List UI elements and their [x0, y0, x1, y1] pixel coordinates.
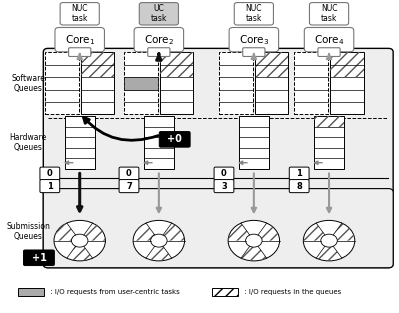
Text: 0: 0 — [221, 169, 227, 178]
FancyBboxPatch shape — [214, 180, 234, 192]
Text: Core$_1$: Core$_1$ — [65, 33, 95, 47]
Text: Hardware
Queues: Hardware Queues — [10, 133, 47, 152]
Circle shape — [54, 220, 105, 261]
FancyBboxPatch shape — [60, 3, 99, 25]
Bar — [330, 52, 363, 64]
FancyBboxPatch shape — [229, 28, 279, 52]
Bar — [314, 116, 344, 126]
Text: +0: +0 — [167, 134, 182, 144]
FancyBboxPatch shape — [40, 167, 60, 180]
FancyBboxPatch shape — [310, 3, 349, 25]
Text: NUC
task: NUC task — [321, 4, 337, 23]
Bar — [160, 64, 194, 77]
Bar — [160, 52, 194, 64]
FancyBboxPatch shape — [148, 48, 170, 56]
FancyBboxPatch shape — [318, 48, 340, 56]
Text: Core$_2$: Core$_2$ — [144, 33, 174, 47]
FancyBboxPatch shape — [134, 28, 184, 52]
Text: NUC
task: NUC task — [246, 4, 262, 23]
Text: Submission
Queues: Submission Queues — [6, 222, 50, 241]
Text: Software
Queues: Software Queues — [11, 74, 45, 93]
FancyBboxPatch shape — [289, 180, 309, 192]
FancyBboxPatch shape — [289, 167, 309, 180]
Bar — [65, 116, 95, 169]
Bar — [81, 52, 115, 115]
Bar — [219, 52, 253, 115]
FancyBboxPatch shape — [243, 48, 265, 56]
Text: 8: 8 — [296, 182, 302, 191]
Text: : I/O requests in the queues: : I/O requests in the queues — [242, 289, 341, 295]
Bar — [144, 116, 174, 169]
FancyBboxPatch shape — [24, 250, 54, 265]
Text: 3: 3 — [221, 182, 227, 191]
FancyBboxPatch shape — [234, 3, 273, 25]
FancyBboxPatch shape — [69, 48, 91, 56]
FancyBboxPatch shape — [159, 131, 190, 147]
FancyBboxPatch shape — [55, 28, 105, 52]
Circle shape — [303, 220, 355, 261]
Bar — [18, 288, 44, 296]
Text: UC
task: UC task — [151, 4, 167, 23]
Text: +1: +1 — [32, 253, 46, 263]
Circle shape — [228, 220, 280, 261]
Bar — [212, 288, 238, 296]
Text: 7: 7 — [126, 182, 132, 191]
Bar — [124, 77, 158, 90]
Text: 1: 1 — [47, 182, 53, 191]
Circle shape — [151, 234, 167, 247]
Circle shape — [71, 234, 88, 247]
Bar — [160, 52, 194, 115]
FancyBboxPatch shape — [43, 189, 393, 268]
Bar — [294, 52, 328, 115]
Circle shape — [321, 234, 337, 247]
Text: 0: 0 — [47, 169, 53, 178]
Bar — [239, 116, 269, 169]
Bar — [124, 52, 158, 115]
Bar — [81, 64, 115, 77]
Text: 1: 1 — [296, 169, 302, 178]
Bar — [45, 52, 79, 115]
Text: NUC
task: NUC task — [71, 4, 88, 23]
Bar — [314, 116, 344, 169]
Text: 0: 0 — [126, 169, 132, 178]
FancyBboxPatch shape — [304, 28, 354, 52]
FancyBboxPatch shape — [119, 180, 139, 192]
Bar — [255, 52, 288, 64]
Circle shape — [246, 234, 262, 247]
FancyBboxPatch shape — [119, 167, 139, 180]
Text: : I/O requests from user-centric tasks: : I/O requests from user-centric tasks — [48, 289, 180, 295]
Bar — [330, 52, 363, 115]
Text: Core$_4$: Core$_4$ — [314, 33, 344, 47]
Bar — [255, 52, 288, 115]
FancyBboxPatch shape — [40, 180, 60, 192]
Bar — [330, 64, 363, 77]
Circle shape — [133, 220, 185, 261]
FancyBboxPatch shape — [214, 167, 234, 180]
Bar — [81, 52, 115, 64]
FancyBboxPatch shape — [43, 49, 393, 268]
Text: Core$_3$: Core$_3$ — [239, 33, 269, 47]
FancyBboxPatch shape — [139, 3, 178, 25]
Bar — [255, 64, 288, 77]
